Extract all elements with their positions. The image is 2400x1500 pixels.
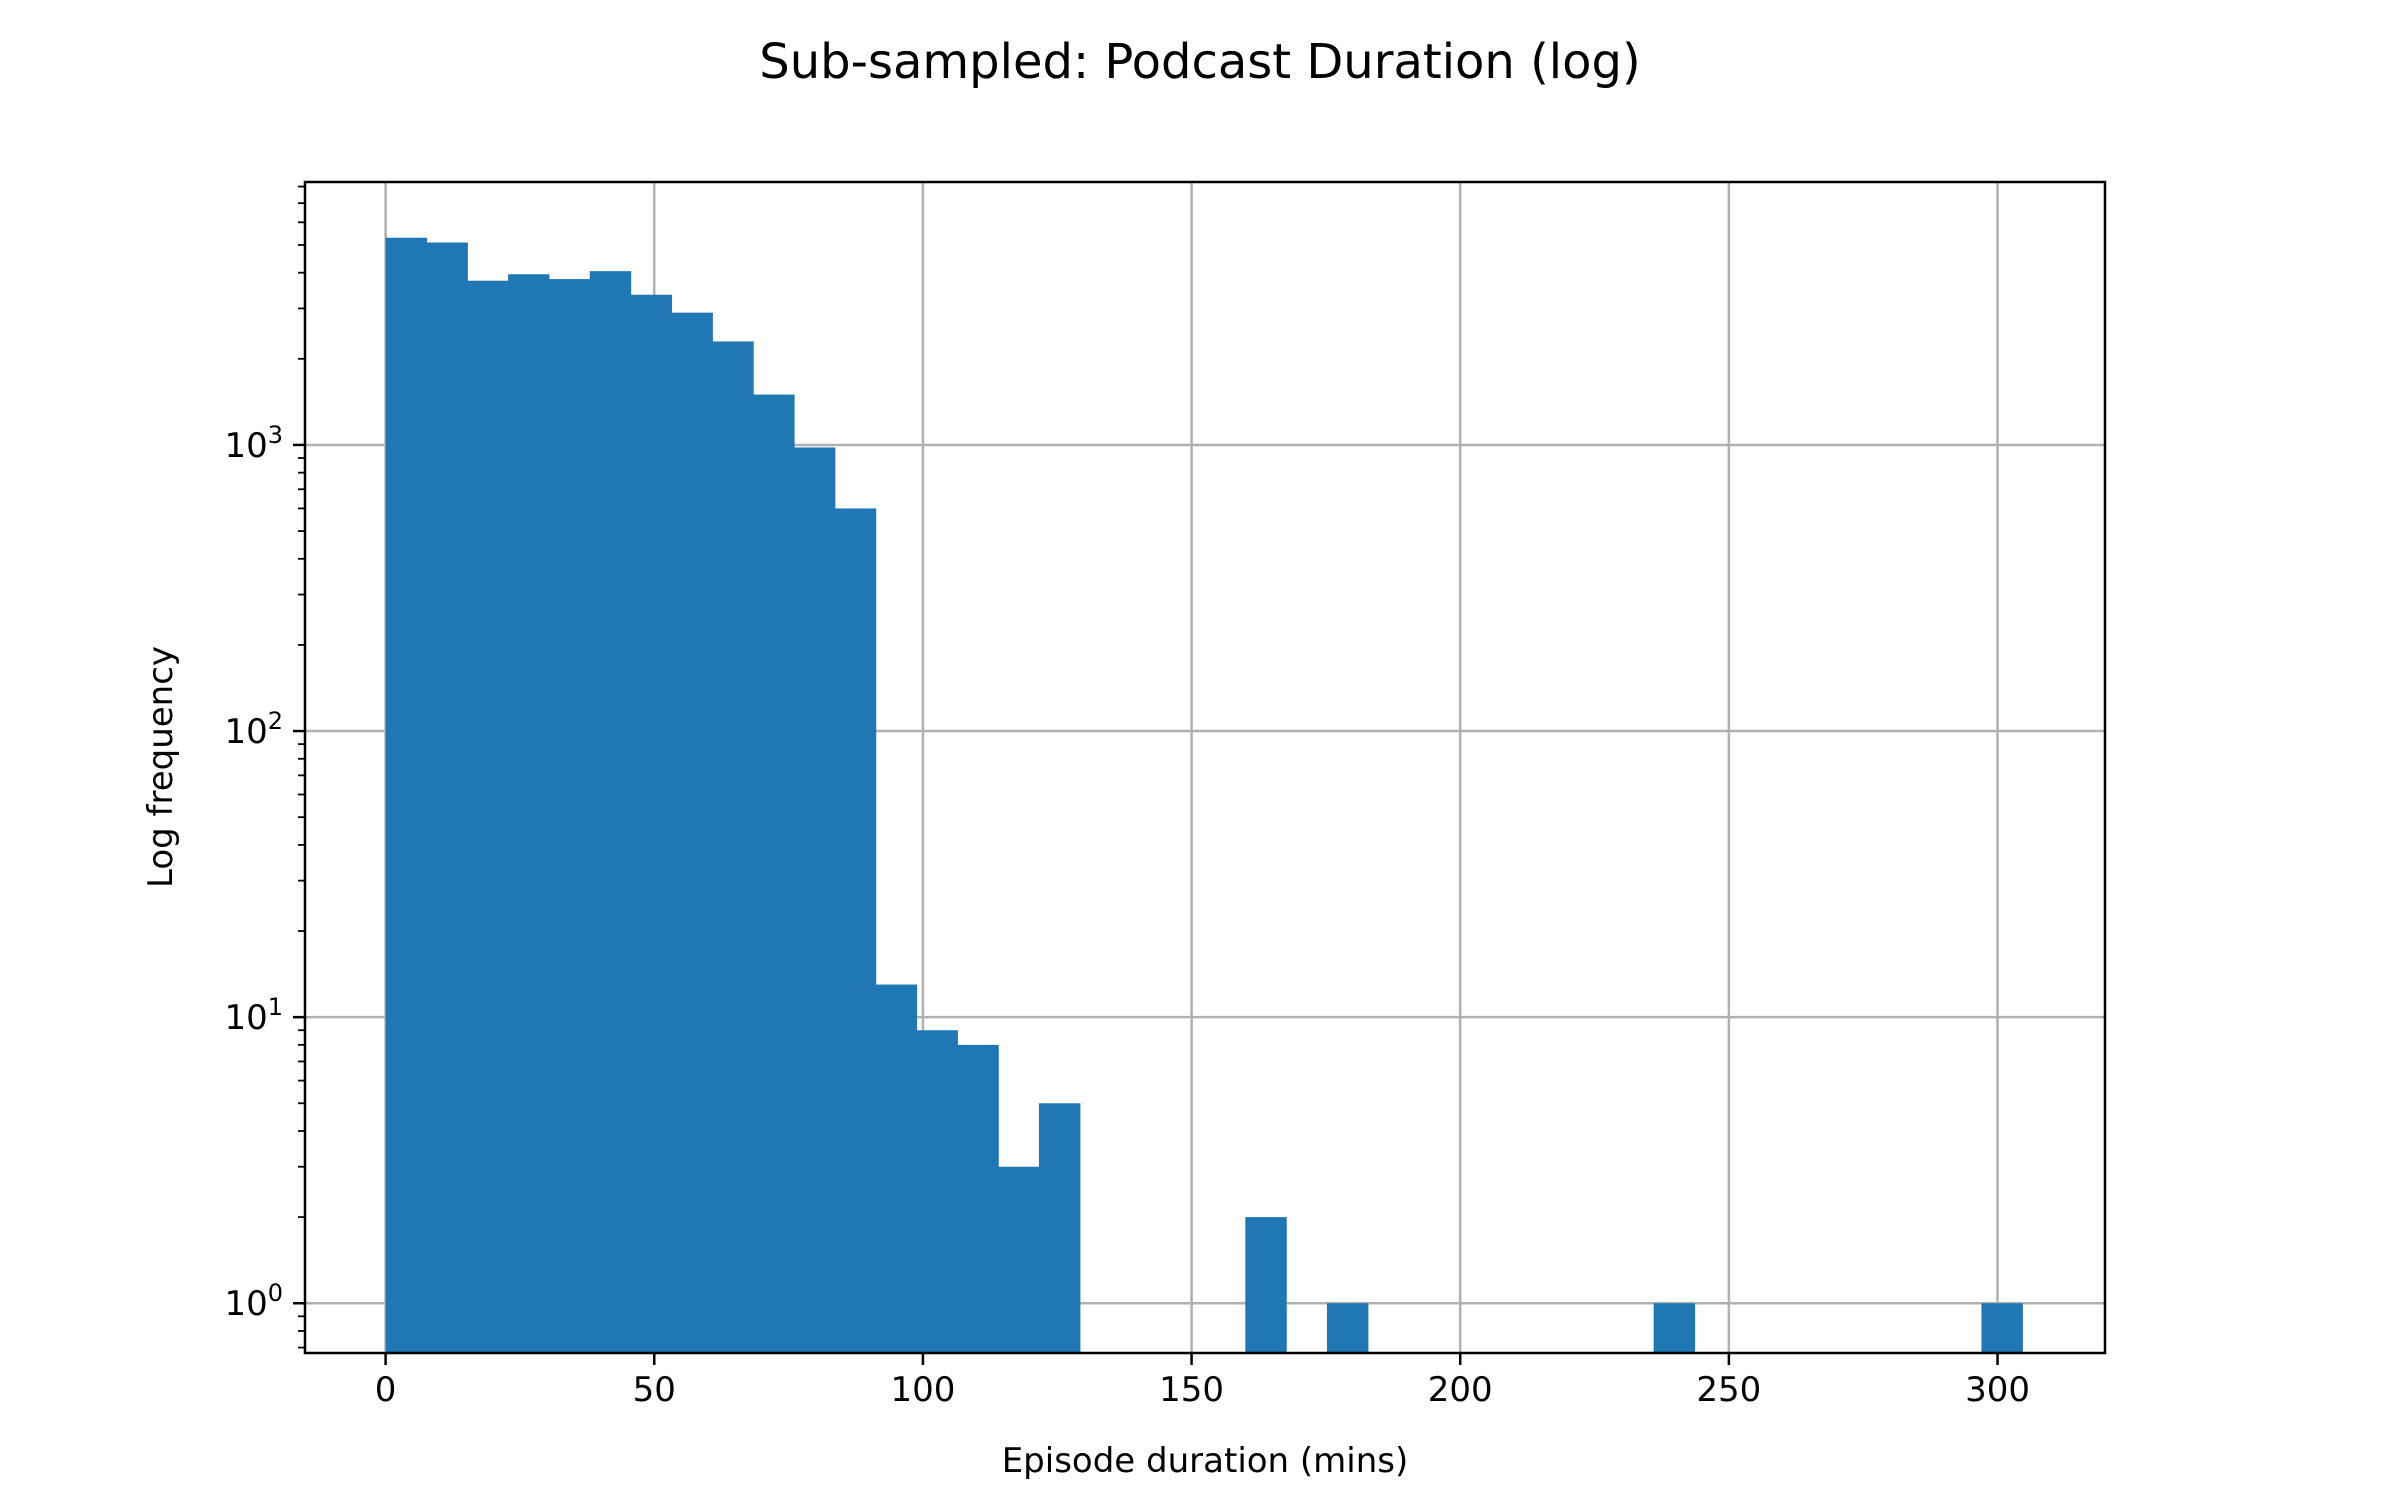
- y-tick-label-exponent: 0: [268, 1279, 283, 1307]
- y-tick-label-base: 10: [224, 712, 267, 752]
- histogram-bar-13: [916, 1030, 958, 1353]
- y-tick-label-0: 100: [224, 1279, 283, 1324]
- histogram-bar-9: [753, 394, 795, 1353]
- x-tick-label-200: 200: [1428, 1370, 1493, 1410]
- bars-layer: [385, 237, 2023, 1354]
- chart-title: Sub-sampled: Podcast Duration (log): [759, 34, 1640, 90]
- histogram-bar-1: [426, 242, 468, 1353]
- histogram-bar-4: [548, 279, 591, 1353]
- histogram-bar-7: [671, 312, 713, 1353]
- x-axis-label: Episode duration (mins): [1002, 1441, 1409, 1481]
- x-tick-label-100: 100: [890, 1370, 955, 1410]
- y-axis-label: Log frequency: [141, 646, 181, 888]
- y-tick-label-exponent: 1: [268, 993, 283, 1021]
- y-tick-label-base: 10: [224, 426, 267, 466]
- histogram-bar-20: [1981, 1303, 2023, 1353]
- histogram-bar-11: [834, 508, 877, 1353]
- histogram-bar-2: [467, 280, 509, 1354]
- y-tick-label-base: 10: [224, 1284, 267, 1324]
- x-tick-label-0: 0: [375, 1370, 397, 1410]
- histogram-bar-12: [875, 984, 918, 1353]
- histogram-bar-19: [1653, 1303, 1696, 1353]
- histogram-bar-14: [957, 1044, 999, 1353]
- y-tick-label-3: 103: [224, 421, 283, 466]
- y-tick-label-exponent: 2: [268, 707, 283, 735]
- x-tick-label-300: 300: [1965, 1370, 2030, 1410]
- histogram-bar-15: [998, 1166, 1040, 1353]
- x-tick-label-150: 150: [1159, 1370, 1224, 1410]
- histogram-bar-6: [630, 294, 673, 1354]
- y-tick-label-base: 10: [224, 998, 267, 1038]
- y-tick-label-1: 101: [224, 993, 283, 1038]
- histogram-bar-18: [1326, 1303, 1369, 1353]
- y-tick-label-exponent: 3: [268, 421, 283, 449]
- histogram-bar-3: [508, 274, 550, 1353]
- x-tick-label-250: 250: [1696, 1370, 1761, 1410]
- y-tick-label-2: 102: [224, 707, 283, 752]
- histogram-bar-5: [589, 271, 632, 1353]
- histogram-bar-0: [385, 237, 428, 1354]
- histogram-bar-8: [712, 341, 754, 1354]
- x-tick-label-50: 50: [633, 1370, 676, 1410]
- histogram-bar-10: [793, 447, 836, 1354]
- plot-frame: [303, 180, 2107, 1355]
- histogram-bar-16: [1038, 1103, 1081, 1353]
- histogram-bar-17: [1245, 1217, 1287, 1353]
